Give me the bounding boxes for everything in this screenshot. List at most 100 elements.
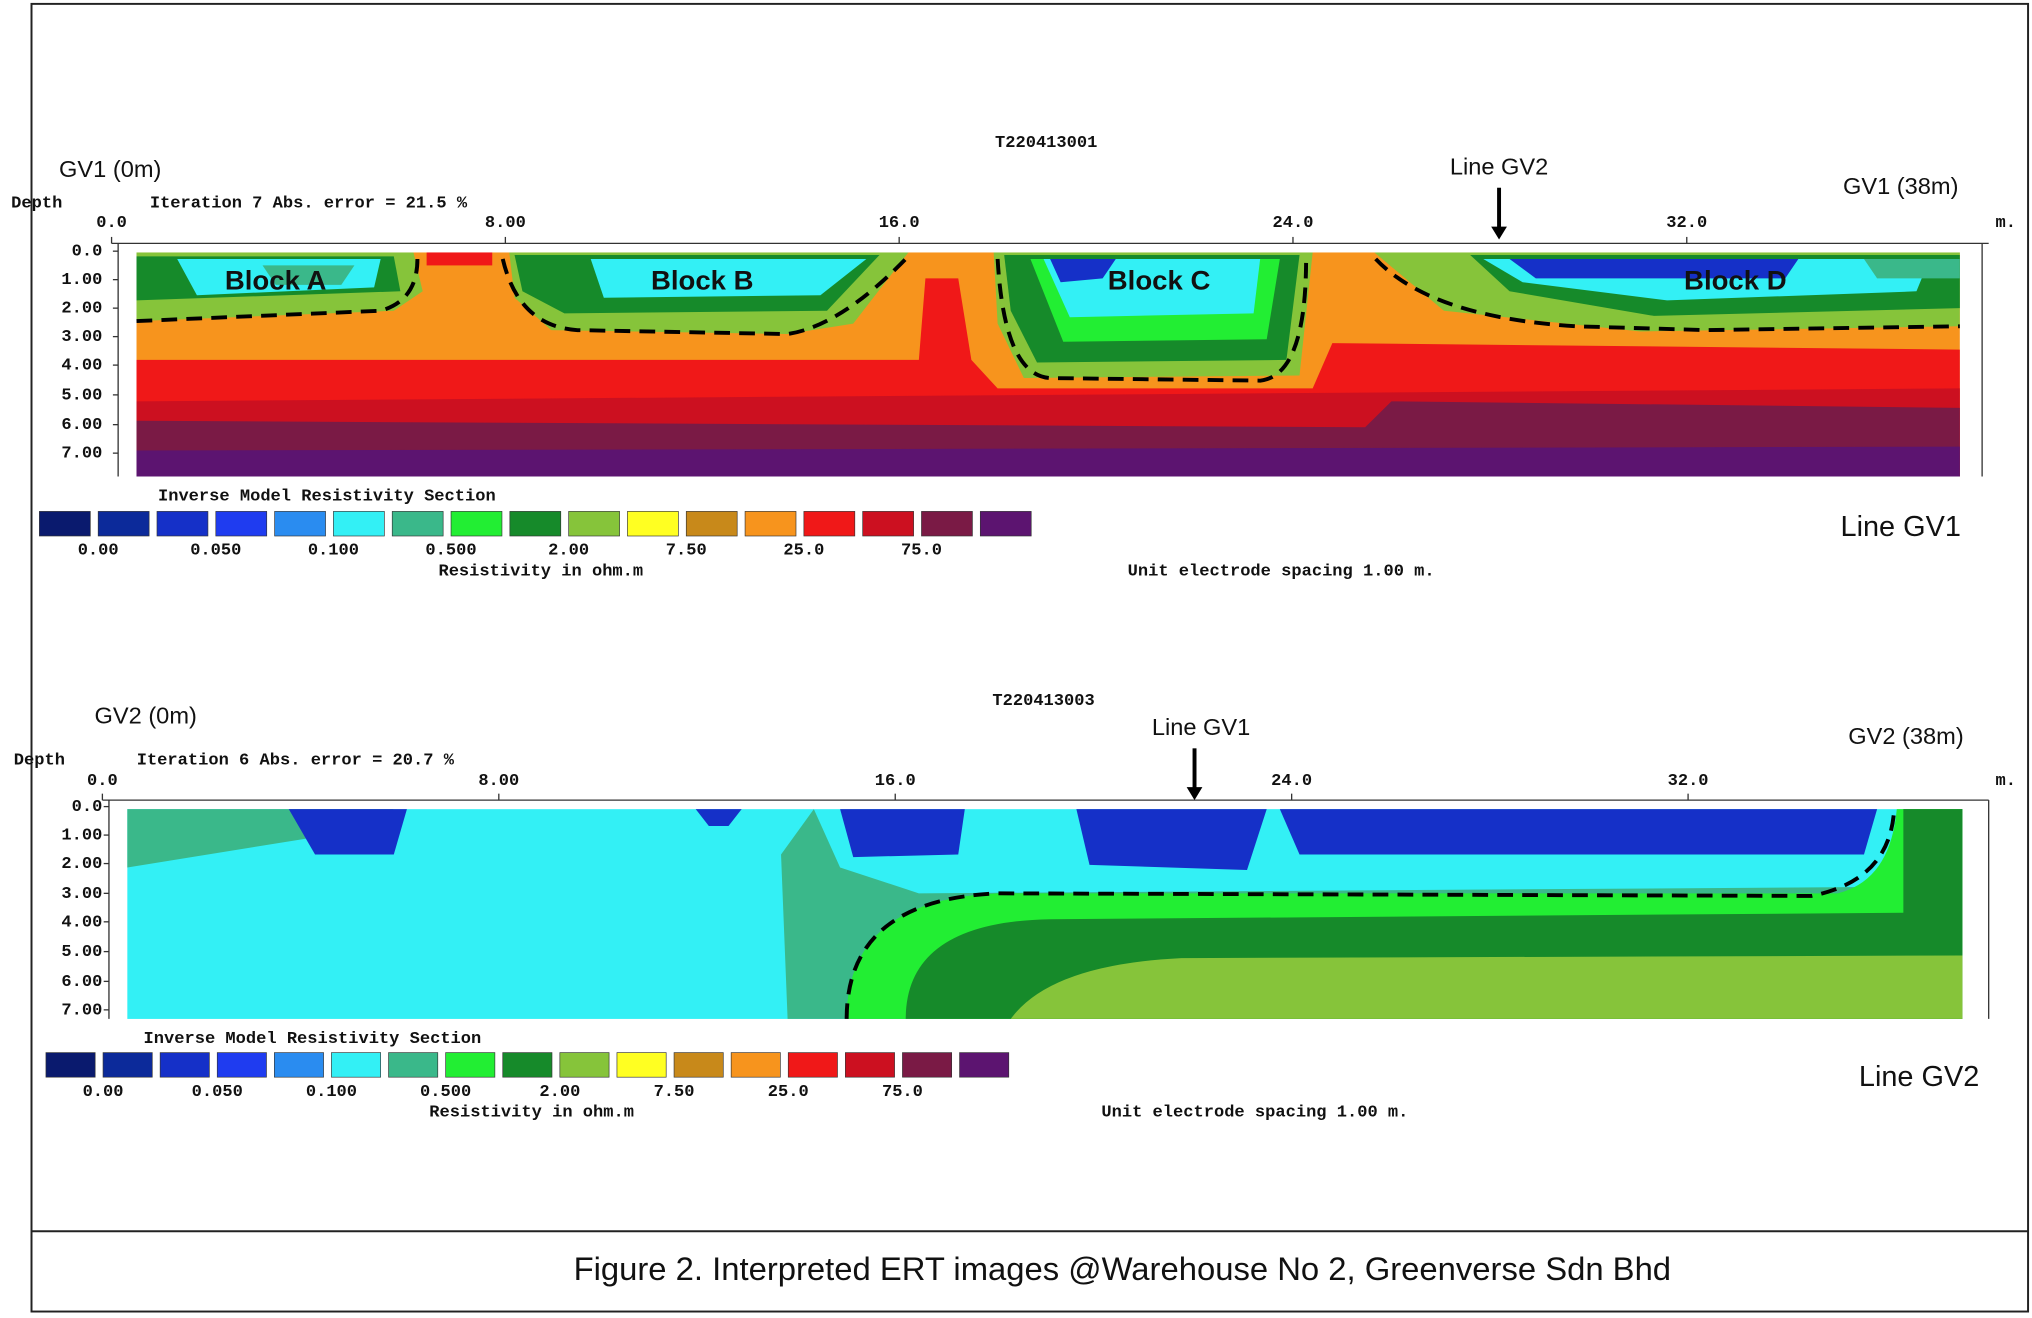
spacing-note: Unit electrode spacing 1.00 m. bbox=[1128, 562, 1435, 581]
x-tick-label: 32.0 bbox=[1668, 772, 1709, 791]
legend-swatch bbox=[685, 511, 738, 537]
depth-tick-label: 0.0 bbox=[72, 798, 103, 817]
depth-tick-label: 1.00 bbox=[61, 271, 102, 290]
legend-swatch bbox=[274, 511, 326, 537]
scale-label: 0.500 bbox=[420, 1083, 471, 1102]
scale-label: 0.050 bbox=[190, 542, 241, 561]
scale-label: 7.50 bbox=[666, 542, 707, 561]
legend-swatch bbox=[730, 1052, 781, 1078]
spacing-note: Unit electrode spacing 1.00 m. bbox=[1101, 1104, 1408, 1123]
start-label: GV1 (0m) bbox=[59, 156, 161, 182]
depth-tick-label: 4.00 bbox=[61, 913, 102, 932]
depth-tick-label: 6.00 bbox=[61, 416, 102, 435]
x-tick-label: 0.0 bbox=[96, 214, 127, 233]
x-tick-label: 32.0 bbox=[1666, 214, 1707, 233]
legend-swatch bbox=[445, 1052, 496, 1078]
legend-swatch bbox=[215, 511, 268, 537]
scale-label: 0.00 bbox=[83, 1083, 124, 1102]
file-id: T220413003 bbox=[992, 692, 1094, 711]
x-tick-label: 16.0 bbox=[879, 214, 920, 233]
depth-tick-label: 7.00 bbox=[61, 445, 102, 464]
legend-swatch bbox=[97, 511, 150, 537]
crossing-label: Line GV2 bbox=[1450, 154, 1548, 180]
scale-label: 2.00 bbox=[548, 542, 589, 561]
legend-swatch bbox=[102, 1052, 153, 1078]
legend-swatch bbox=[862, 511, 914, 537]
scale-label: 0.100 bbox=[306, 1083, 357, 1102]
scale-caption: Resistivity in ohm.m bbox=[438, 562, 643, 581]
x-tick-label: 8.00 bbox=[478, 772, 519, 791]
scale-label: 0.500 bbox=[425, 542, 476, 561]
block-label: Block D bbox=[1684, 265, 1787, 296]
legend-swatch bbox=[568, 511, 620, 537]
depth-tick-label: 7.00 bbox=[61, 1001, 102, 1020]
legend-swatch bbox=[787, 1052, 838, 1078]
scale-label: 25.0 bbox=[783, 542, 824, 561]
x-tick-label: 8.00 bbox=[485, 214, 526, 233]
scale-label: 75.0 bbox=[882, 1083, 923, 1102]
depth-tick-label: 5.00 bbox=[61, 943, 102, 962]
caption: Figure 2. Interpreted ERT images @Wareho… bbox=[574, 1250, 1671, 1287]
legend-swatch bbox=[559, 1052, 610, 1078]
legend-swatch bbox=[902, 1052, 953, 1078]
end-label: GV1 (38m) bbox=[1843, 173, 1958, 199]
arrow-head bbox=[1491, 226, 1507, 240]
line-label: Line GV2 bbox=[1859, 1061, 1979, 1093]
depth-tick-label: 3.00 bbox=[61, 885, 102, 904]
scale-label: 2.00 bbox=[539, 1083, 580, 1102]
depth-tick-label: 0.0 bbox=[72, 243, 103, 262]
depth-tick-label: 2.00 bbox=[61, 855, 102, 874]
legend-swatch bbox=[616, 1052, 667, 1078]
depth-tick-label: 2.00 bbox=[61, 300, 102, 319]
depth-label: Depth bbox=[14, 752, 65, 771]
scale-label: 0.050 bbox=[192, 1083, 243, 1102]
legend-swatch bbox=[502, 1052, 553, 1078]
legend-swatch bbox=[845, 1052, 895, 1078]
scale-label: 25.0 bbox=[768, 1083, 809, 1102]
section-gv2 bbox=[127, 809, 1963, 1019]
legend-swatch bbox=[744, 511, 797, 537]
legend-swatch bbox=[921, 511, 973, 537]
depth-label: Depth bbox=[11, 195, 62, 214]
end-label: GV2 (38m) bbox=[1848, 723, 1963, 749]
legend-swatch bbox=[156, 511, 209, 537]
crossing-label: Line GV1 bbox=[1152, 714, 1250, 740]
depth-tick-label: 5.00 bbox=[61, 386, 102, 405]
iteration-label: Iteration 6 Abs. error = 20.7 % bbox=[137, 752, 455, 771]
legend-swatch bbox=[450, 511, 503, 537]
x-tick-label: 0.0 bbox=[87, 772, 118, 791]
depth-tick-label: 4.00 bbox=[61, 357, 102, 376]
legend-swatch bbox=[159, 1052, 210, 1078]
legend-swatch bbox=[388, 1052, 439, 1078]
legend-swatch bbox=[979, 511, 1032, 537]
legend-swatch bbox=[391, 511, 444, 537]
scale-label: 0.00 bbox=[78, 542, 119, 561]
depth-tick-label: 1.00 bbox=[61, 827, 102, 846]
section-title: Inverse Model Resistivity Section bbox=[158, 487, 496, 506]
block-label: Block C bbox=[1108, 265, 1211, 296]
x-tick-label: 16.0 bbox=[875, 772, 916, 791]
x-tick-label: 24.0 bbox=[1271, 772, 1312, 791]
iteration-label: Iteration 7 Abs. error = 21.5 % bbox=[150, 195, 468, 214]
legend-swatch bbox=[803, 511, 856, 537]
scale-label: 7.50 bbox=[654, 1083, 695, 1102]
scale-label: 0.100 bbox=[308, 542, 359, 561]
x-unit: m. bbox=[1996, 214, 2016, 233]
legend-swatch bbox=[216, 1052, 267, 1078]
arrow-head bbox=[1186, 787, 1203, 801]
legend-swatch bbox=[673, 1052, 724, 1078]
frame bbox=[30, 2, 2030, 1313]
start-label: GV2 (0m) bbox=[95, 703, 197, 729]
legend-swatch bbox=[959, 1052, 1010, 1078]
legend-swatch bbox=[627, 511, 679, 537]
depth-tick-label: 6.00 bbox=[61, 973, 102, 992]
legend-swatch bbox=[509, 511, 562, 537]
section-title: Inverse Model Resistivity Section bbox=[144, 1030, 482, 1049]
line-label: Line GV1 bbox=[1841, 511, 1961, 543]
legend-swatch bbox=[274, 1052, 324, 1078]
legend-swatch bbox=[39, 511, 91, 537]
scale-caption: Resistivity in ohm.m bbox=[429, 1104, 634, 1123]
file-id: T220413001 bbox=[995, 134, 1097, 153]
